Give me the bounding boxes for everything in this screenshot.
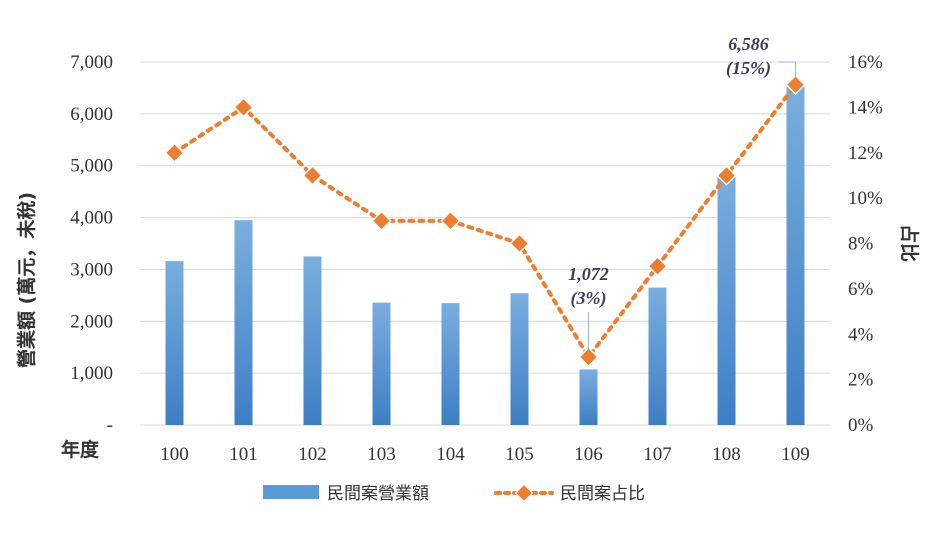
line-marker [371,210,392,232]
left-tick-label: 4,000 [70,208,113,229]
line-marker [302,165,323,186]
x-tick-label: 100 [160,444,189,465]
line-marker [785,74,806,95]
left-axis-label: 營業額 (萬元，未稅) [15,192,38,368]
line-marker [164,142,185,164]
legend-swatch-marker [514,483,534,503]
line-marker [578,346,599,368]
right-axis-ticks: 0% 2% 4% 6% 8% 10% 12% 14% 16% [848,52,883,436]
right-tick-label: 12% [848,143,883,164]
data-annotations: 1,072 (3%) 6,586 (15%) [568,34,771,309]
x-tick-label: 106 [574,444,603,465]
x-axis-ticks: 100 101 102 103 104 105 106 107 108 109 [160,444,810,465]
line-series [164,74,806,368]
annotation-label: 6,586 [728,34,769,54]
x-tick-label: 107 [643,444,672,465]
bar [372,302,391,425]
right-tick-label: 6% [848,279,874,300]
line-marker [647,255,668,277]
right-tick-label: 8% [848,234,874,255]
left-tick-label: 6,000 [70,104,113,125]
legend-label-line: 民間案占比 [560,484,645,504]
bar [579,369,598,425]
x-tick-label: 102 [298,444,327,465]
x-axis-label: 年度 [61,438,100,461]
x-tick-label: 105 [505,444,534,465]
left-tick-label: - [107,415,113,436]
left-tick-label: 1,000 [70,363,113,384]
left-tick-label: 5,000 [70,156,113,177]
right-tick-label: 4% [848,324,874,345]
bar [303,256,322,425]
annotation-label: (15%) [726,58,771,79]
line-marker [440,210,461,232]
x-tick-label: 101 [229,444,258,465]
x-tick-label: 109 [781,444,810,465]
annotation-label: 1,072 [568,264,609,284]
line-marker [716,165,737,186]
x-tick-label: 104 [436,444,465,465]
right-tick-label: 10% [848,188,883,209]
legend-label-bar: 民間案營業額 [327,484,429,504]
left-tick-label: 2,000 [70,311,113,332]
annotation-leader [778,61,796,77]
annotation-leaders [588,61,796,349]
bar [165,261,184,425]
line-marker [233,97,254,118]
bar-series [165,83,805,425]
x-tick-label: 103 [367,444,396,465]
gridlines [140,61,830,426]
bar [510,293,529,425]
bar [717,175,736,425]
bar [234,220,253,425]
left-tick-label: 3,000 [70,259,113,280]
left-axis-ticks: - 1,000 2,000 3,000 4,000 5,000 6,000 7,000 [70,52,113,436]
bar [441,303,460,425]
series-line [172,82,798,361]
annotation-label: (3%) [571,288,607,309]
bar [648,287,667,425]
right-tick-label: 16% [848,52,883,73]
bar [786,83,805,425]
right-axis-label: 占比 [898,224,921,262]
x-tick-label: 108 [712,444,741,465]
line-marker [509,233,530,254]
left-tick-label: 7,000 [70,52,113,73]
legend-swatch-bar [263,485,319,499]
legend: 民間案營業額 民間案占比 [263,483,645,504]
right-tick-label: 0% [848,415,874,436]
right-tick-label: 14% [848,97,883,118]
right-tick-label: 2% [848,370,874,391]
